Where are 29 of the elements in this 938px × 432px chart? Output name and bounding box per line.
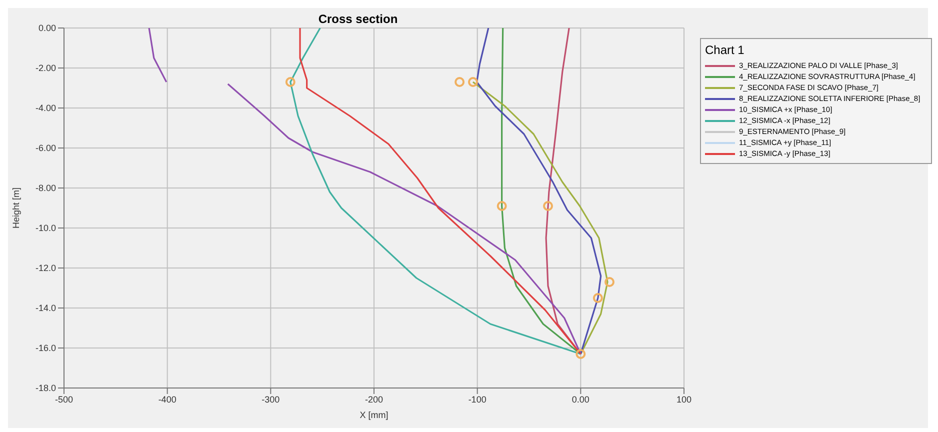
legend-title: Chart 1 — [705, 43, 746, 57]
x-tick-label: -300 — [262, 394, 280, 404]
point — [468, 77, 478, 87]
point — [592, 293, 603, 303]
y-tick-label: 0.00 — [38, 23, 56, 34]
x-tick-label: -400 — [158, 394, 176, 404]
y-tick-label: -4.00 — [35, 103, 56, 114]
point — [285, 77, 296, 87]
x-tick-label: 0.00 — [572, 394, 590, 404]
chart-title: Cross section — [318, 12, 398, 26]
point — [543, 201, 554, 211]
x-tick-label: -200 — [364, 394, 384, 404]
x-tick-label: 100 — [676, 394, 692, 404]
y-tick-label: -6.00 — [35, 143, 56, 154]
x-axis-title: X [mm] — [360, 410, 388, 420]
y-tick-label: -8.00 — [35, 183, 56, 194]
y-tick-label: -16.0 — [35, 343, 56, 354]
point — [496, 201, 507, 211]
x-tick-label: -500 — [54, 394, 74, 404]
point — [604, 277, 614, 287]
y-tick-label: -10.0 — [35, 223, 56, 234]
y-tick-label: -2.00 — [35, 63, 56, 74]
y-tick-label: -12.0 — [35, 263, 56, 274]
y-tick-label: -14.0 — [35, 303, 56, 314]
y-axis-title: Height [m] — [11, 187, 22, 229]
point — [576, 349, 586, 359]
point — [454, 77, 465, 87]
y-tick-label: -18.0 — [35, 383, 56, 394]
x-tick-label: -100 — [468, 394, 486, 404]
